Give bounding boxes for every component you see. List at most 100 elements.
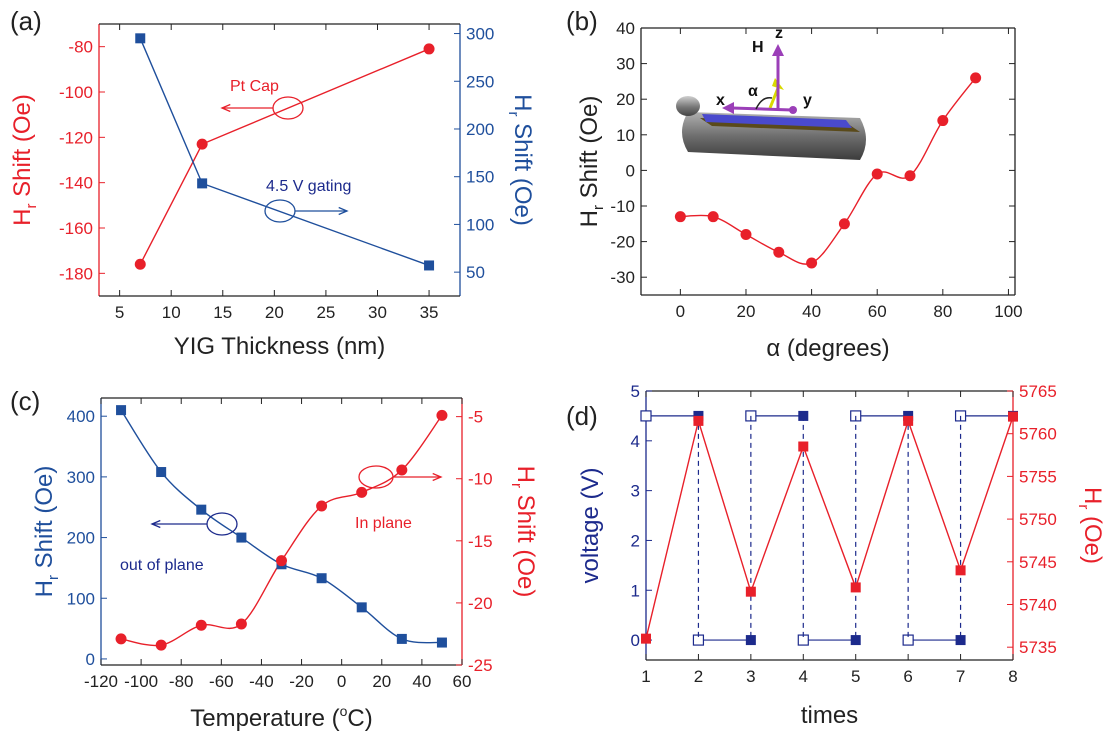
panel-c-xtick-label: -120: [84, 672, 118, 691]
panel-d-ylabel-right-main: H: [1079, 487, 1105, 504]
panel-d-right-ytick-label: 5750: [1019, 510, 1057, 529]
panel-c-xtick-label: 60: [453, 672, 472, 691]
panel-c-xtick-label: -80: [169, 672, 194, 691]
panel-b-point: [970, 72, 982, 84]
panel-d-xlabel: times: [801, 702, 858, 729]
inset-cylinder-end: [676, 96, 700, 116]
panel-c-left-ytick-label: 0: [86, 650, 95, 669]
panel-b-left-ytick-label: 20: [616, 90, 635, 109]
panel-c-left-ytick-label: 300: [67, 468, 95, 487]
panel-d-xtick-label: 8: [1008, 667, 1017, 686]
panel-c-right-ytick-label: -10: [468, 470, 493, 489]
panel-b-point: [740, 228, 752, 240]
inset-origin: [789, 106, 797, 114]
panel-b-left-ytick-label: 10: [616, 126, 635, 145]
panel-c-red-point: [155, 639, 167, 651]
panel-a-right-ytick-label: 250: [466, 72, 494, 91]
panel-d-left-ytick-label: 1: [631, 581, 640, 600]
panel-d-voltage-point-open: [640, 410, 652, 422]
panel-d-hr-point: [641, 633, 651, 644]
panel-c-letter: (c): [10, 386, 40, 416]
panel-c-ylabel-left: Hr Shift (Oe): [31, 466, 62, 598]
panel-d-xtick-label: 7: [956, 667, 965, 686]
panel-d-voltage-point-filled: [955, 635, 966, 646]
panel-a-ylabel-left-sub: r: [23, 204, 40, 209]
panel-a-ylabel-right: Hr Shift (Oe): [505, 94, 536, 226]
panel-b-ylabel-rest: Shift (Oe): [576, 96, 603, 205]
inset-label-z: z: [775, 25, 783, 42]
panel-d-left-ytick-label: 4: [631, 432, 640, 451]
panel-d-hr-point: [798, 441, 809, 452]
panel-b-xtick-label: 20: [737, 302, 756, 321]
panel-a-blue-point: [424, 260, 435, 271]
panel-c-red-point: [356, 486, 368, 498]
panel-a-annotation-gating: 4.5 V gating: [266, 178, 351, 195]
panel-c-red-point: [276, 555, 287, 567]
panel-a-xtick-label: 30: [368, 303, 387, 322]
panel-c-xtick-label: 40: [412, 672, 431, 691]
panel-c-xlabel: Temperature (oC): [190, 703, 373, 732]
panel-a-left-ytick-label: -180: [59, 264, 93, 283]
panel-d-hr-point: [745, 586, 756, 597]
panel-d-left-ytick-label: 2: [631, 531, 640, 550]
panel-d-xtick-label: 6: [903, 667, 912, 686]
panel-c-ylabel-left-sub: r: [45, 575, 62, 580]
panel-c-blue-point: [116, 405, 127, 416]
panel-b-ylabel: Hr Shift (Oe): [576, 96, 607, 228]
panel-d-letter: (d): [566, 401, 598, 431]
panel-c-blue-point: [396, 633, 407, 644]
panel-a-left-ytick-label: -140: [59, 174, 93, 193]
panel-a-red-point: [196, 138, 208, 150]
panel-b-left-ytick-label: 40: [616, 19, 635, 38]
panel-d-hr-line: [645, 416, 1014, 639]
panel-a-left-ytick-label: -120: [59, 128, 93, 147]
panel-c-red-point: [396, 464, 408, 476]
panel-a-xtick-label: 15: [213, 303, 232, 322]
panel-a-ylabel-left: Hr Shift (Oe): [9, 94, 40, 226]
panel-d-xtick-label: 4: [799, 667, 808, 686]
panel-b-point: [707, 211, 719, 223]
panel-d-right-ytick-label: 5740: [1019, 595, 1057, 614]
panel-b-point: [674, 211, 686, 223]
panel-c-ylabel-right-main: H: [512, 466, 539, 483]
panel-a-blue-arrow-head: [338, 206, 349, 216]
panel-c-red-point: [115, 633, 127, 645]
panel-d-hr-point: [903, 415, 914, 426]
inset-z-arrowhead: [772, 44, 784, 56]
panel-d-voltage-point-filled: [745, 635, 756, 646]
panel-a-series-red-line: [139, 48, 430, 265]
panel-a-right-ytick-label: 50: [466, 263, 485, 282]
panel-c-right-ytick-label: -25: [468, 656, 493, 675]
panel-b-inset: Hz α x y: [676, 25, 866, 160]
panel-c-ylabel-right-sub: r: [508, 483, 525, 488]
panel-a-xtick-label: 35: [420, 303, 439, 322]
panel-c-xtick-label: 20: [372, 672, 391, 691]
panel-c-ylabel-left-main: H: [31, 580, 58, 597]
panel-c-xlabel-main: Temperature (: [190, 705, 339, 732]
panel-b-xtick-label: 0: [676, 302, 685, 321]
inset-label-alpha: α: [748, 83, 758, 100]
panel-b-point: [773, 246, 785, 258]
panel-c-blue-point: [436, 637, 447, 648]
panel-d-hr-point: [1008, 411, 1018, 422]
panel-d-hr-point: [955, 565, 966, 576]
inset-label-x: x: [716, 92, 725, 109]
panel-c-blue-point: [316, 573, 327, 584]
panel-a-red-point: [423, 43, 435, 55]
inset-alpha-arc: [755, 96, 773, 110]
panel-d-xtick-label: 5: [851, 667, 860, 686]
panel-c-red-point: [316, 500, 328, 512]
panel-a-ylabel-right-rest: Shift (Oe): [509, 116, 536, 225]
panel-d-left-ytick-label: 3: [631, 482, 640, 501]
panel-c-xtick-label: -20: [289, 672, 314, 691]
inset-label-y: y: [803, 92, 812, 109]
panel-a-right-ytick-label: 300: [466, 25, 494, 44]
panel-b-left-ytick-label: 0: [626, 161, 635, 180]
panel-a-red-point: [134, 258, 146, 270]
panel-c-right-ytick-label: -5: [468, 408, 483, 427]
panel-b-letter: (b): [566, 6, 598, 36]
panel-c-left-ytick-label: 200: [67, 529, 95, 548]
panel-d-right-ytick-label: 5765: [1019, 382, 1057, 401]
panel-a-ylabel-right-main: H: [509, 94, 536, 111]
